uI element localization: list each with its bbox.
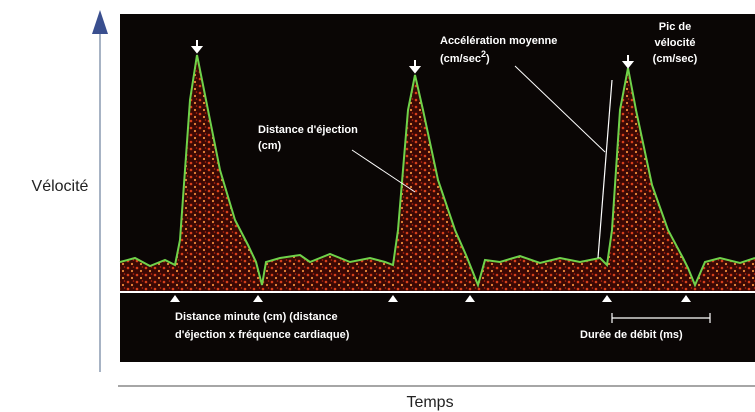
annotation: Distance d'éjection: [258, 124, 358, 136]
annotation: (cm): [258, 140, 282, 152]
annotation: Accélération moyenne: [440, 35, 557, 47]
annotation: Distance minute (cm) (distance: [175, 311, 338, 323]
y-axis-label: Vélocité: [32, 178, 89, 195]
diagram: Vélocité Temps Distance d'éjection (cm) …: [0, 0, 755, 412]
annotation: Pic de: [659, 21, 691, 33]
annotation: Durée de débit (ms): [580, 329, 683, 341]
annotation-part: ): [486, 53, 490, 65]
y-axis-arrow: [92, 10, 108, 34]
annotation: (cm/sec): [653, 53, 698, 65]
x-axis-label: Temps: [406, 394, 453, 411]
annotation-part: (cm/sec: [440, 53, 481, 65]
annotation: vélocité: [655, 37, 696, 49]
annotation: d'éjection x fréquence cardiaque): [175, 329, 350, 341]
